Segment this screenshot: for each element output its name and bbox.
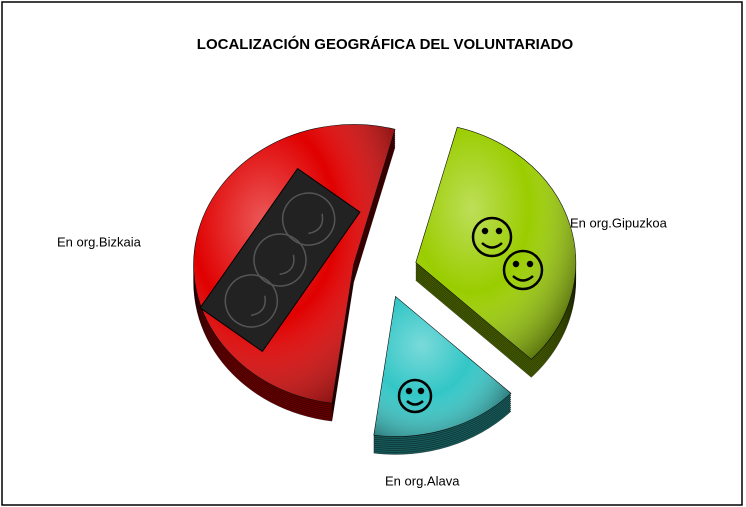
slice-label: En org.Gipuzkoa (570, 215, 668, 230)
slice-label: En org.Alava (385, 473, 460, 488)
smiley (471, 216, 513, 258)
slice-label: En org.Bizkaia (57, 234, 142, 249)
smiley (502, 249, 544, 291)
slice-shade (415, 127, 576, 360)
pattern-panel (199, 167, 361, 353)
smiley (397, 378, 433, 414)
decorations (199, 167, 544, 414)
chart-title: LOCALIZACIÓN GEOGRÁFICA DEL VOLUNTARIADO (197, 35, 574, 53)
